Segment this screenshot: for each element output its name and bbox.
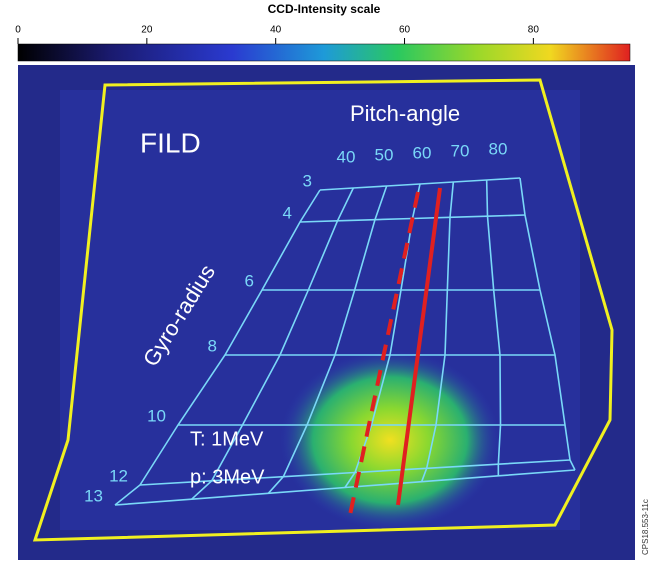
pitch-label: 60 <box>413 143 432 162</box>
pitch-title: Pitch-angle <box>350 101 460 126</box>
pitch-line <box>114 189 321 506</box>
colorbar-tick-label: 40 <box>270 25 282 36</box>
pitch-line <box>485 179 502 476</box>
pitch-label: 80 <box>489 139 508 158</box>
gyro-label: 12 <box>109 466 128 485</box>
colorbar-tick-label: 60 <box>399 25 411 36</box>
colorbar-tick-label: 80 <box>528 25 540 36</box>
pitch-line <box>267 185 388 494</box>
scintillator-outline <box>32 78 614 542</box>
colorbar-tick-label: 20 <box>141 25 153 36</box>
gyro-label: 8 <box>208 336 217 355</box>
proton-label: p: 3MeV <box>190 466 265 488</box>
pitch-label: 50 <box>375 145 394 164</box>
pitch-line <box>519 177 576 471</box>
colorbar-title: CCD-Intensity scale <box>268 2 381 16</box>
dashed-line <box>348 191 420 516</box>
triton-label: T: 1MeV <box>190 428 264 450</box>
gyro-label: 10 <box>147 406 166 425</box>
figure-id: CPS18.553-11c <box>641 499 650 555</box>
gyro-label: 13 <box>84 486 103 505</box>
instrument-label: FILD <box>140 127 201 158</box>
pitch-line <box>420 181 455 482</box>
gyro-label: 6 <box>245 271 254 290</box>
signal <box>280 350 500 530</box>
pitch-label: 70 <box>451 141 470 160</box>
gyro-label: 4 <box>283 203 292 222</box>
solid-line <box>396 187 442 506</box>
colorbar <box>17 43 631 62</box>
pitch-label: 40 <box>337 147 356 166</box>
colorbar-tick-label: 0 <box>15 25 21 36</box>
gyro-label: 3 <box>303 171 312 190</box>
pitch-line <box>191 187 355 500</box>
